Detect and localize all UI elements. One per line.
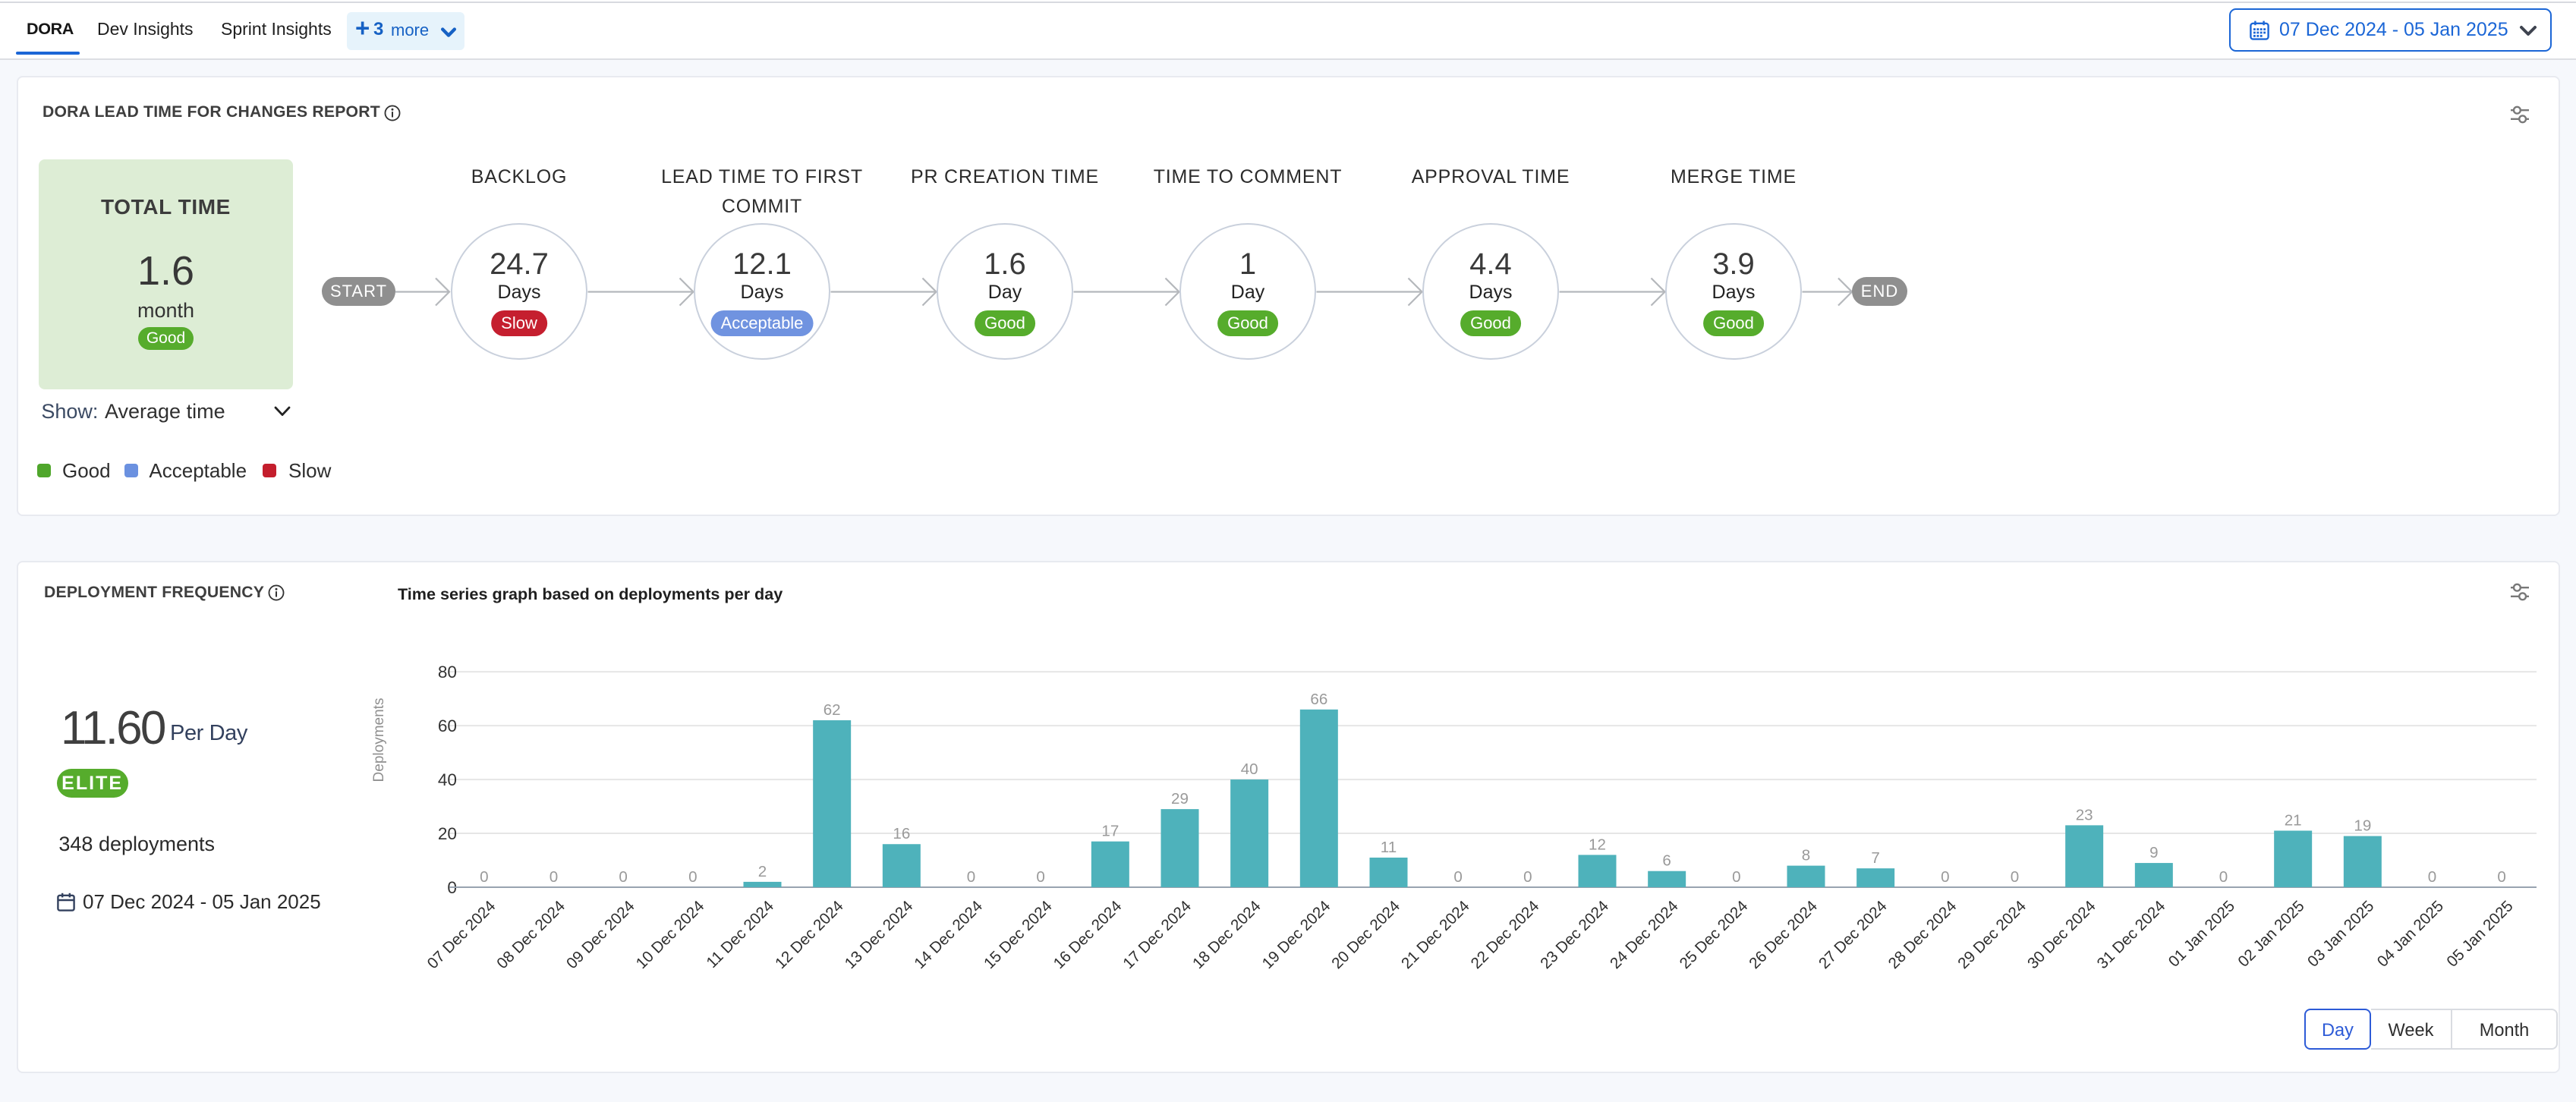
svg-text:0: 0: [480, 868, 488, 886]
svg-text:0: 0: [550, 868, 558, 886]
svg-text:11: 11: [1381, 839, 1397, 856]
svg-text:17 Dec 2024: 17 Dec 2024: [1120, 897, 1195, 972]
svg-text:20: 20: [438, 824, 457, 843]
svg-text:0: 0: [619, 868, 627, 886]
svg-text:7: 7: [1871, 849, 1879, 867]
svg-text:23 Dec 2024: 23 Dec 2024: [1537, 897, 1612, 972]
svg-text:24 Dec 2024: 24 Dec 2024: [1607, 897, 1682, 972]
svg-text:29 Dec 2024: 29 Dec 2024: [1954, 897, 2030, 972]
svg-text:10 Dec 2024: 10 Dec 2024: [633, 897, 708, 972]
svg-text:31 Dec 2024: 31 Dec 2024: [2094, 897, 2169, 972]
svg-text:16: 16: [893, 825, 910, 842]
svg-text:29: 29: [1171, 790, 1189, 808]
svg-text:80: 80: [438, 663, 457, 682]
svg-text:0: 0: [1732, 868, 1740, 886]
svg-text:09 Dec 2024: 09 Dec 2024: [563, 897, 638, 972]
svg-text:40: 40: [438, 770, 457, 789]
svg-text:6: 6: [1662, 852, 1671, 870]
svg-text:18 Dec 2024: 18 Dec 2024: [1189, 897, 1264, 972]
svg-text:0: 0: [1453, 868, 1462, 886]
svg-text:12: 12: [1589, 836, 1606, 853]
svg-text:14 Dec 2024: 14 Dec 2024: [911, 897, 986, 972]
svg-text:0: 0: [2497, 868, 2505, 886]
svg-text:01 Jan 2025: 01 Jan 2025: [2165, 897, 2238, 970]
svg-text:60: 60: [438, 716, 457, 735]
svg-text:2: 2: [758, 863, 767, 880]
svg-text:07 Dec 2024: 07 Dec 2024: [424, 897, 499, 972]
svg-text:0: 0: [2219, 868, 2228, 886]
svg-text:20 Dec 2024: 20 Dec 2024: [1328, 897, 1403, 972]
svg-text:05 Jan 2025: 05 Jan 2025: [2443, 897, 2516, 970]
svg-text:19: 19: [2354, 817, 2371, 835]
svg-text:22 Dec 2024: 22 Dec 2024: [1468, 897, 1543, 972]
svg-text:17: 17: [1101, 823, 1119, 840]
svg-text:0: 0: [688, 868, 697, 886]
svg-text:0: 0: [1941, 868, 1949, 886]
svg-text:21: 21: [2285, 811, 2302, 829]
svg-text:08 Dec 2024: 08 Dec 2024: [493, 897, 568, 972]
svg-text:0: 0: [2011, 868, 2019, 886]
svg-text:25 Dec 2024: 25 Dec 2024: [1677, 897, 1752, 972]
svg-text:23: 23: [2076, 806, 2093, 823]
svg-text:8: 8: [1802, 847, 1810, 864]
svg-text:19 Dec 2024: 19 Dec 2024: [1259, 897, 1334, 972]
svg-text:26 Dec 2024: 26 Dec 2024: [1746, 897, 1821, 972]
svg-text:11 Dec 2024: 11 Dec 2024: [703, 897, 777, 971]
svg-text:03 Jan 2025: 03 Jan 2025: [2304, 897, 2377, 970]
svg-text:0: 0: [1036, 868, 1044, 886]
svg-text:12 Dec 2024: 12 Dec 2024: [772, 897, 847, 972]
svg-text:Deployments: Deployments: [371, 698, 387, 782]
svg-text:9: 9: [2149, 844, 2158, 861]
svg-text:13 Dec 2024: 13 Dec 2024: [842, 897, 917, 972]
svg-text:0: 0: [2428, 868, 2436, 886]
svg-text:66: 66: [1310, 691, 1327, 708]
svg-text:0: 0: [1523, 868, 1532, 886]
svg-text:16 Dec 2024: 16 Dec 2024: [1050, 897, 1126, 972]
svg-text:0: 0: [967, 868, 975, 886]
svg-text:40: 40: [1241, 760, 1258, 778]
svg-text:27 Dec 2024: 27 Dec 2024: [1815, 897, 1891, 972]
svg-text:30 Dec 2024: 30 Dec 2024: [2024, 897, 2099, 972]
svg-text:62: 62: [824, 701, 841, 719]
svg-text:21 Dec 2024: 21 Dec 2024: [1398, 897, 1473, 972]
svg-text:28 Dec 2024: 28 Dec 2024: [1885, 897, 1960, 972]
svg-text:15 Dec 2024: 15 Dec 2024: [981, 897, 1056, 972]
svg-text:04 Jan 2025: 04 Jan 2025: [2374, 897, 2447, 970]
svg-text:02 Jan 2025: 02 Jan 2025: [2234, 897, 2307, 970]
